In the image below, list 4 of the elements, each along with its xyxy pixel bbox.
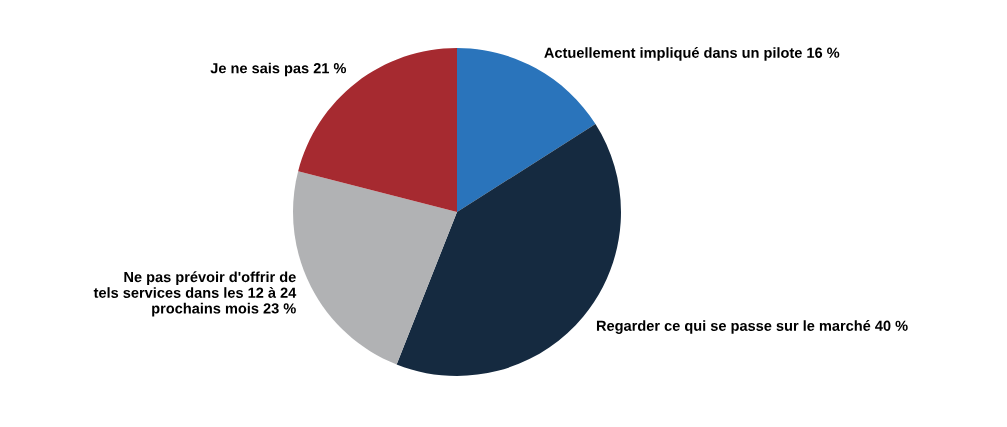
slice-label: Ne pas prévoir d'offrir de tels services dans les 12 à 24 prochains mois 23 % [93, 271, 297, 317]
slice-label: Regarder ce qui se passe sur le marché 40 % [596, 320, 908, 334]
slice-label: Je ne sais pas 21 % [210, 62, 347, 77]
slice-label: Actuellement impliqué dans un pilote 16 % [544, 47, 840, 61]
